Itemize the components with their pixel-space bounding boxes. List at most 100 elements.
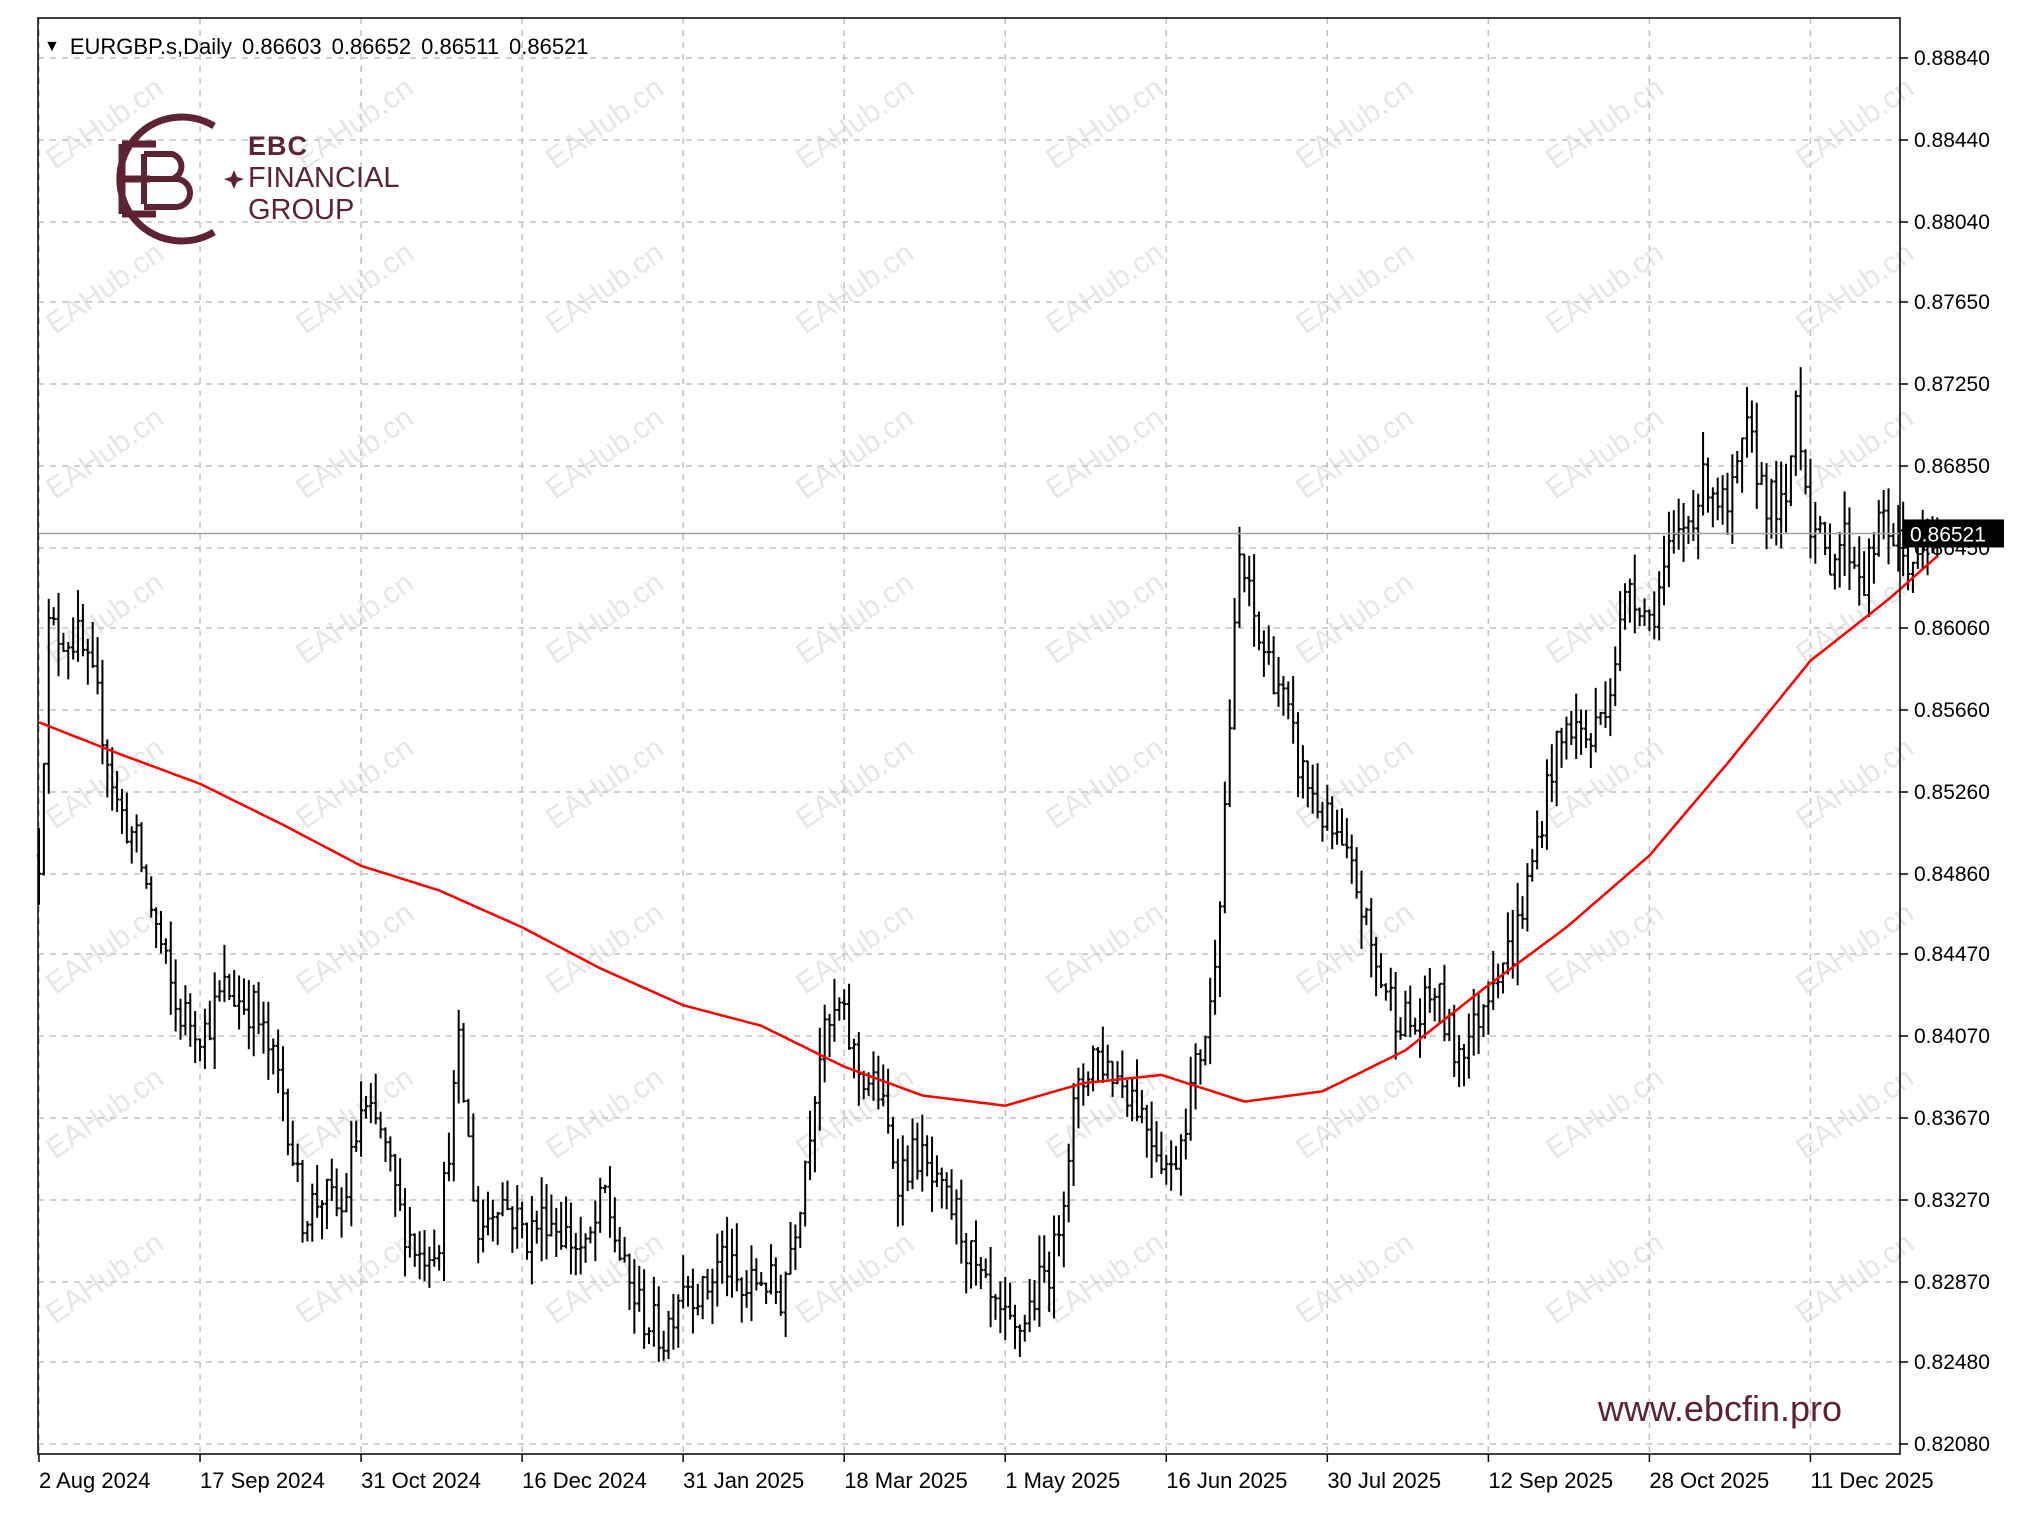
ohlc-bar [1837, 532, 1842, 588]
ohlc-bar [993, 1294, 998, 1320]
y-tick-label: 0.86850 [1914, 455, 1990, 478]
y-tick-label: 0.84070 [1914, 1025, 1990, 1048]
x-tick-label: 17 Sep 2024 [200, 1468, 325, 1493]
ohlc-bar [1046, 1251, 1052, 1312]
ohlc-bar [1798, 367, 1803, 471]
ohlc-bar [695, 1283, 700, 1316]
ohlc-bar [534, 1210, 539, 1244]
ohlc-bar [1515, 882, 1520, 986]
ohlc-bar [1290, 676, 1296, 744]
ohlc-bar [1022, 1314, 1027, 1342]
watermark-text: EAHub.cn [40, 566, 170, 671]
ohlc-bar [393, 1153, 398, 1217]
ohlc-bar [1671, 510, 1676, 554]
watermark-text: EAHub.cn [1290, 566, 1420, 671]
ohlc-bar [763, 1282, 769, 1305]
ohlc-bar [1720, 475, 1725, 525]
ohlc-bar [1334, 809, 1340, 845]
ohlc-bar [305, 1220, 310, 1242]
ohlc-bar [1613, 646, 1618, 707]
ohlc-bar [1373, 936, 1379, 997]
ohlc-bar [1427, 967, 1432, 1013]
ohlc-bar [832, 978, 837, 1042]
ohlc-bar [900, 1135, 905, 1226]
ohlc-bar [1632, 554, 1637, 634]
watermark-text: EAHub.cn [790, 401, 920, 506]
ohlc-bar [432, 1229, 437, 1267]
ohlc-bar [1388, 967, 1393, 1011]
chart-axes: 0.88840 0.88440 0.88040 0.87650 0.87250 0.868… [37, 17, 2004, 1493]
ohlc-bar [793, 1224, 798, 1270]
ohlc-bar [666, 1310, 671, 1360]
ohlc-bar [1251, 554, 1257, 647]
ohlc-bar [412, 1233, 417, 1267]
watermark-text: EAHub.cn [790, 896, 920, 1001]
y-tick-label: 0.83270 [1914, 1189, 1990, 1212]
ohlc-bar [1095, 1047, 1101, 1082]
low-value: 0.86511 [421, 34, 500, 59]
ohlc-bar [1286, 681, 1291, 720]
ohlc-bar [402, 1188, 408, 1277]
ohlc-bar [515, 1185, 520, 1249]
ohlc-bar [197, 1038, 203, 1062]
ohlc-bar [905, 1145, 910, 1192]
ohlc-bar [461, 1022, 466, 1103]
ohlc-bar [1564, 716, 1569, 760]
ohlc-bar [1139, 1090, 1145, 1124]
ohlc-bar [1261, 630, 1267, 678]
ohlc-bar [685, 1276, 691, 1307]
watermark-text: EAHub.cn [1040, 566, 1170, 671]
ohlc-bar [895, 1138, 901, 1227]
ohlc-bar [61, 632, 66, 653]
y-tick-label: 0.85260 [1914, 781, 1990, 804]
ohlc-bar [1505, 912, 1511, 975]
ohlc-bar [529, 1196, 535, 1285]
ohlc-bar [158, 910, 164, 954]
ohlc-bar [1691, 489, 1696, 542]
ohlc-bar [1642, 598, 1647, 627]
ohlc-bar [1593, 687, 1598, 753]
watermark-text: EAHub.cn [290, 1061, 420, 1166]
ohlc-bar [637, 1265, 642, 1312]
ohlc-bar [1227, 699, 1232, 808]
ohlc-bar [924, 1135, 930, 1177]
ohlc-bar [1700, 431, 1706, 516]
ohlc-bar [236, 975, 242, 1030]
ohlc-bar [188, 993, 193, 1047]
watermark-text: EAHub.cn [1040, 401, 1170, 506]
ohlc-bar [983, 1258, 988, 1279]
ohlc-bar [183, 985, 188, 1036]
ohlc-bar [1598, 711, 1603, 725]
watermark-text: EAHub.cn [1540, 401, 1670, 506]
current-price-box [1904, 519, 2004, 548]
watermark-text: EAHub.cn [1040, 731, 1170, 836]
ohlc-bar [1217, 901, 1223, 997]
ohlc-bar [153, 907, 159, 948]
ohlc-bar [1725, 472, 1730, 535]
watermark-text: EAHub.cn [40, 401, 170, 506]
ohlc-bar [1891, 523, 1896, 547]
ohlc-bar [144, 864, 149, 889]
ohlc-bar [207, 1000, 212, 1041]
ohlc-bar [1452, 1004, 1457, 1077]
ohlc-bar [1783, 463, 1789, 533]
ohlc-bar [217, 980, 222, 1002]
ohlc-bar [1525, 863, 1530, 932]
watermark-text: EAHub.cn [540, 1061, 670, 1166]
watermark-text: EAHub.cn [1290, 896, 1420, 1001]
ohlc-bar [1266, 625, 1271, 665]
watermark-text: EAHub.cn [290, 731, 420, 836]
ohlc-bar [339, 1187, 344, 1238]
ohlc-bar [954, 1189, 959, 1245]
ohlc-bar [578, 1216, 583, 1275]
ohlc-bar [285, 1088, 291, 1156]
ohlc-bar [1081, 1063, 1086, 1106]
ohlc-bar [773, 1257, 779, 1305]
ohlc-bar [1051, 1215, 1057, 1319]
ohlc-bar [1827, 523, 1833, 576]
ohlc-bar [768, 1244, 774, 1295]
dropdown-triangle-icon[interactable]: ▼ [44, 38, 60, 55]
ohlc-bar [1203, 1035, 1208, 1066]
ohlc-bar [358, 1081, 364, 1157]
ohlc-bar [1647, 609, 1652, 632]
